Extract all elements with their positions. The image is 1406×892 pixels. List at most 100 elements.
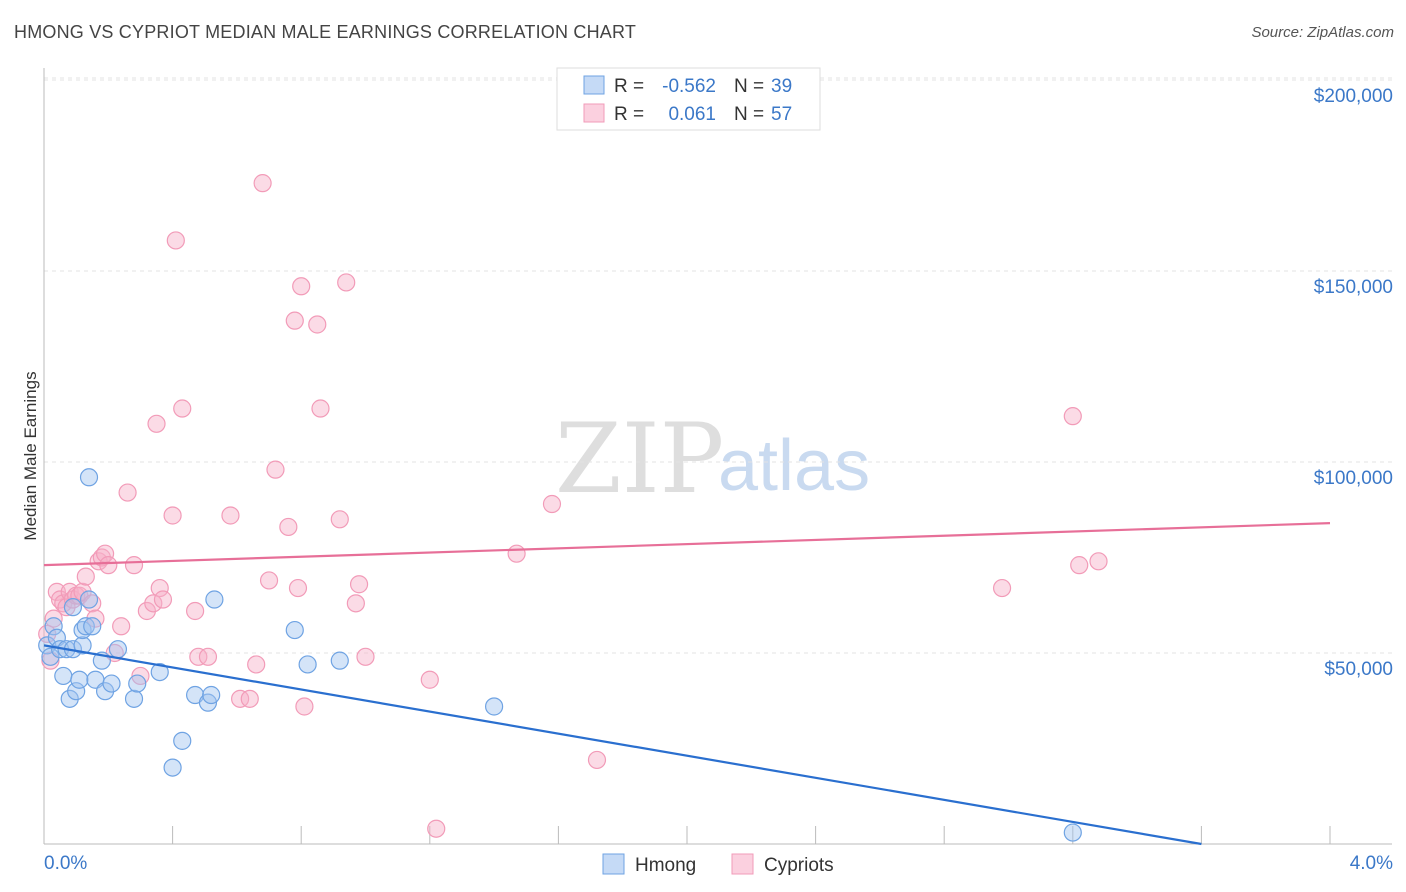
hmong-point-14	[76, 617, 95, 636]
hmong-point-17	[83, 617, 102, 636]
cypriots-point-32	[186, 601, 205, 621]
hmong-point-16	[79, 590, 99, 609]
y-tick-label-0: $50,000	[1324, 659, 1393, 680]
hmong-trend-line	[43, 644, 1202, 846]
y-axis-title: Median Male Earnings	[21, 371, 40, 540]
x-ticks	[43, 826, 1331, 844]
cypriots-point-48	[311, 399, 330, 418]
cypriots-point-49	[330, 510, 349, 529]
y-tick-label-1: $100,000	[1314, 468, 1393, 489]
cypriots-point-27	[150, 578, 169, 598]
x-tick-label-min: 0.0%	[44, 853, 87, 874]
cypriots-point-31	[173, 399, 192, 418]
hmong-point-1	[41, 647, 60, 666]
cypriots-point-29	[163, 506, 182, 525]
cypriots-point-20	[112, 617, 131, 636]
cypriots-point-42	[279, 517, 298, 537]
legend-cypriots-r-label: R =	[614, 104, 644, 125]
cypriots-point-54	[420, 670, 439, 689]
hmong-point-35	[485, 697, 504, 716]
bottom-legend-cypriots-label: Cypriots	[764, 855, 834, 876]
cypriots-point-12	[76, 567, 95, 586]
hmong-point-33	[298, 655, 317, 674]
legend-hmong-r-value: -0.562	[662, 76, 716, 97]
cypriots-point-62	[1089, 552, 1108, 571]
cypriots-point-25	[144, 594, 163, 613]
hmong-point-31	[205, 590, 224, 609]
cypriots-point-36	[231, 689, 250, 708]
hmong-point-15	[79, 468, 99, 487]
axes	[43, 68, 1392, 845]
cypriots-point-55	[427, 819, 446, 838]
cypriots-trend-line	[43, 522, 1331, 567]
hmong-point-27	[173, 731, 192, 750]
legend-cypriots-n-value: 57	[771, 104, 792, 125]
cypriots-point-18	[99, 556, 118, 575]
legend-hmong-n-value: 39	[771, 76, 792, 97]
cypriots-point-37	[240, 689, 259, 708]
legend-hmong-r-label: R =	[614, 76, 644, 97]
cypriots-point-57	[542, 494, 562, 514]
cypriots-point-58	[587, 750, 607, 770]
correlation-legend: R = -0.562 N = 39 R = 0.061 N = 57	[556, 67, 821, 131]
cypriots-point-22	[124, 556, 144, 575]
hmong-point-22	[108, 640, 128, 659]
hmong-point-36	[1063, 823, 1082, 842]
cypriots-point-50	[337, 273, 356, 292]
cypriots-point-44	[288, 578, 308, 598]
cypriots-point-59	[992, 578, 1012, 598]
cypriots-point-34	[198, 647, 218, 666]
cypriots-point-43	[285, 311, 304, 330]
hmong-point-11	[70, 670, 89, 689]
series-legend: Hmong Cypriots	[602, 853, 834, 876]
hmong-point-26	[163, 758, 182, 777]
bottom-legend-hmong-label: Hmong	[635, 855, 696, 876]
cypriots-point-40	[259, 571, 279, 590]
cypriots-point-60	[1063, 407, 1082, 426]
cypriots-point-28	[153, 590, 173, 609]
hmong-points	[38, 468, 1082, 842]
hmong-point-32	[285, 620, 304, 640]
hmong-point-20	[95, 682, 115, 701]
cypriots-point-35	[221, 506, 240, 525]
hmong-point-23	[124, 689, 144, 708]
y-tick-label-2: $150,000	[1314, 277, 1393, 298]
cypriots-point-30	[166, 231, 185, 250]
cypriots-point-39	[253, 174, 272, 193]
hmong-point-5	[54, 666, 73, 686]
chart-title: HMONG VS CYPRIOT MEDIAN MALE EARNINGS CO…	[14, 22, 637, 42]
x-tick-label-max: 4.0%	[1350, 853, 1393, 874]
bottom-legend-cypriots-swatch	[731, 853, 754, 875]
hmong-point-21	[102, 674, 121, 693]
legend-hmong-swatch	[583, 75, 605, 95]
hmong-point-24	[128, 674, 147, 693]
watermark-atlas: atlas	[718, 426, 870, 506]
hmong-point-7	[60, 689, 79, 708]
hmong-point-25	[150, 662, 169, 682]
hmong-point-10	[67, 682, 86, 701]
trend-lines	[43, 522, 1331, 846]
cypriots-point-53	[356, 647, 375, 666]
cypriots-point-52	[349, 575, 369, 594]
cypriots-point-47	[308, 315, 327, 334]
cypriots-point-51	[346, 594, 365, 613]
cypriots-point-61	[1070, 556, 1089, 575]
legend-hmong-n-label: N =	[734, 76, 764, 97]
source-label: Source: ZipAtlas.com	[1251, 24, 1394, 41]
gridlines	[44, 77, 1392, 654]
hmong-point-34	[330, 651, 349, 670]
cypriots-point-24	[137, 601, 156, 621]
hmong-point-30	[202, 685, 221, 705]
hmong-point-9	[63, 598, 83, 617]
hmong-point-12	[73, 636, 92, 655]
hmong-point-2	[44, 617, 63, 636]
cypriots-point-33	[189, 647, 208, 666]
cypriots-point-38	[247, 655, 266, 674]
watermark-zip: ZIP	[555, 403, 724, 515]
cypriots-point-46	[295, 697, 314, 716]
cypriots-point-21	[118, 483, 137, 502]
cypriots-point-56	[507, 544, 526, 563]
y-tick-label-3: $200,000	[1314, 86, 1393, 107]
cypriots-point-41	[266, 460, 285, 479]
